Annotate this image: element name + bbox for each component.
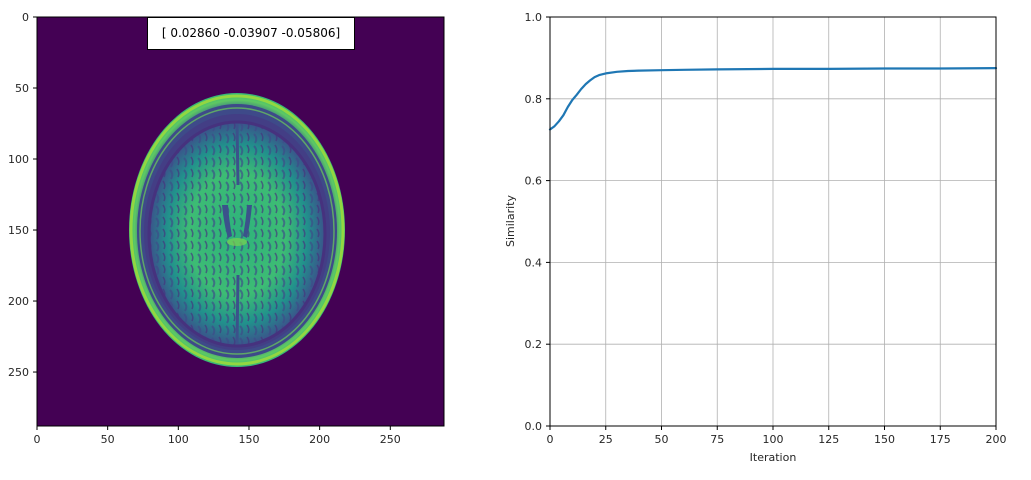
x-tick-label: 175 <box>930 433 951 446</box>
image-x-tick-label: 50 <box>101 433 115 446</box>
y-tick-label: 0.2 <box>525 338 543 351</box>
x-tick-label: 25 <box>599 433 613 446</box>
image-x-axis: 0 50 100 150 200 250 <box>34 426 401 446</box>
y-axis: 0.0 0.2 0.4 0.6 0.8 1.0 <box>525 11 550 433</box>
x-tick-label: 0 <box>547 433 554 446</box>
y-tick-label: 0.6 <box>525 175 543 188</box>
x-tick-label: 125 <box>818 433 839 446</box>
image-panel: 0 50 100 150 200 250 0 50 100 150 200 250 <box>8 11 445 446</box>
similarity-line <box>548 67 998 131</box>
brain-mri-image <box>129 93 345 367</box>
x-tick-label: 75 <box>710 433 724 446</box>
x-axis: 0 25 50 75 100 125 150 175 200 <box>547 426 1007 446</box>
image-x-tick-label: 150 <box>238 433 259 446</box>
image-x-tick-label: 0 <box>34 433 41 446</box>
x-tick-label: 150 <box>874 433 895 446</box>
image-y-tick-label: 50 <box>15 82 29 95</box>
x-tick-label: 200 <box>986 433 1007 446</box>
similarity-chart: 0 25 50 75 100 125 150 175 200 0.0 0.2 0.4 0.6 0.8 1.… <box>504 11 1007 464</box>
y-tick-label: 0.4 <box>525 256 543 269</box>
image-y-tick-label: 250 <box>8 366 29 379</box>
x-tick-label: 100 <box>763 433 784 446</box>
image-y-tick-label: 200 <box>8 295 29 308</box>
image-y-tick-label: 150 <box>8 224 29 237</box>
x-axis-label: Iteration <box>750 451 797 464</box>
image-x-tick-label: 200 <box>309 433 330 446</box>
y-tick-label: 0.8 <box>525 93 543 106</box>
image-y-tick-label: 0 <box>22 11 29 24</box>
image-y-tick-label: 100 <box>8 153 29 166</box>
x-tick-label: 50 <box>655 433 669 446</box>
parameter-text-box: [ 0.02860 -0.03907 -0.05806] <box>147 17 355 50</box>
y-axis-label: Similarity <box>504 195 517 247</box>
image-x-tick-label: 250 <box>380 433 401 446</box>
image-x-tick-label: 100 <box>168 433 189 446</box>
image-y-axis: 0 50 100 150 200 250 <box>8 11 37 379</box>
y-tick-label: 0.0 <box>525 420 543 433</box>
y-tick-label: 1.0 <box>525 11 543 24</box>
